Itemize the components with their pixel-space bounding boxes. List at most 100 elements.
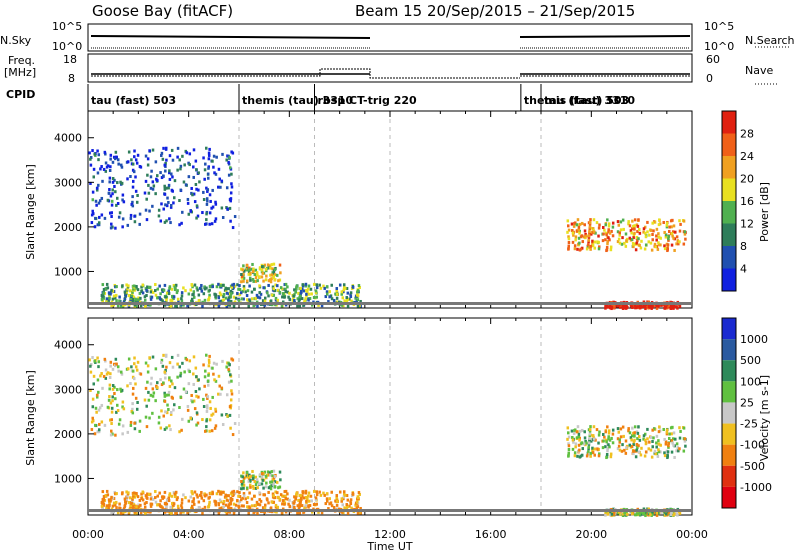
scatter-cell (608, 511, 612, 515)
scatter-cell (270, 263, 273, 267)
scatter-cell (266, 263, 270, 267)
scatter-cell (663, 454, 667, 458)
scatter-cell (276, 495, 280, 499)
scatter-cell (227, 505, 230, 509)
scatter-cell (648, 233, 651, 237)
scatter-cell (589, 232, 593, 236)
scatter-cell (652, 436, 655, 440)
scatter-cell (116, 196, 119, 200)
scatter-cell (145, 293, 148, 297)
scatter-cell (114, 226, 117, 230)
scatter-cell (634, 455, 638, 459)
scatter-cell (299, 497, 303, 501)
scatter-cell (345, 286, 349, 290)
scatter-cell (678, 511, 682, 515)
scatter-cell (248, 284, 251, 288)
scatter-cell (658, 425, 661, 429)
scatter-cell (242, 483, 246, 487)
scatter-cell (220, 179, 224, 183)
scatter-cell (180, 299, 184, 303)
scatter-cell (589, 439, 593, 443)
nsky-label: N.Sky (0, 34, 32, 47)
scatter-cell (662, 427, 665, 431)
scatter-cell (154, 399, 157, 403)
scatter-cell (298, 502, 301, 506)
scatter-cell (118, 506, 121, 510)
scatter-cell (566, 437, 569, 441)
scatter-cell (213, 219, 217, 223)
scatter-cell (195, 423, 198, 427)
colorbar-swatch (722, 318, 736, 340)
scatter-cell (653, 449, 657, 453)
scatter-cell (130, 365, 133, 369)
scatter-cell (208, 354, 211, 358)
scatter-cell (341, 503, 344, 507)
scatter-cell (244, 268, 247, 272)
colorbar-swatch (722, 423, 736, 445)
scatter-cell (168, 177, 172, 181)
scatter-cell (195, 394, 198, 398)
scatter-cell (192, 382, 195, 386)
scatter-cell (621, 218, 625, 222)
scatter-cell (170, 203, 173, 207)
scatter-cell (355, 500, 359, 504)
scatter-cell (165, 158, 168, 162)
scatter-cell (607, 429, 611, 433)
scatter-cell (138, 291, 142, 295)
scatter-cell (276, 505, 280, 509)
scatter-cell (266, 498, 269, 502)
scatter-cell (219, 284, 223, 288)
scatter-cell (180, 498, 184, 502)
scatter-cell (298, 501, 302, 505)
scatter-cell (651, 512, 654, 516)
scatter-cell (251, 262, 254, 266)
scatter-cell (258, 296, 262, 300)
scatter-cell (196, 288, 199, 292)
scatter-cell (120, 163, 123, 167)
scatter-cell (297, 507, 301, 511)
scatter-cell (611, 225, 615, 229)
scatter-cell (630, 227, 634, 231)
scatter-cell (665, 428, 669, 432)
scatter-cell (132, 296, 136, 300)
scatter-cell (667, 234, 670, 238)
scatter-cell (675, 449, 678, 453)
scatter-cell (618, 241, 622, 245)
scatter-cell (170, 506, 174, 510)
scatter-cell (159, 499, 162, 503)
scatter-cell (232, 502, 236, 506)
scatter-cell (161, 506, 164, 510)
scatter-cell (146, 380, 149, 384)
scatter-cell (315, 493, 319, 497)
scatter-cell (147, 191, 151, 195)
scatter-cell (662, 220, 665, 224)
scatter-cell (110, 288, 113, 292)
freq-unit: [MHz] (4, 66, 36, 79)
scatter-cell (306, 287, 310, 291)
scatter-cell (682, 242, 686, 246)
scatter-cell (349, 498, 353, 502)
scatter-cell (89, 181, 92, 185)
scatter-cell (262, 486, 265, 490)
scatter-cell (109, 226, 113, 230)
scatter-cell (632, 431, 635, 435)
scatter-cell (571, 240, 575, 244)
scatter-cell (234, 503, 238, 507)
scatter-cell (589, 221, 592, 225)
scatter-cell (151, 204, 154, 208)
scatter-cell (119, 304, 123, 308)
scatter-cell (275, 480, 279, 484)
scatter-cell (649, 305, 652, 309)
scatter-cell (168, 384, 172, 388)
scatter-cell (207, 157, 211, 161)
scatter-cell (204, 222, 207, 226)
scatter-cell (119, 180, 122, 184)
scatter-cell (304, 491, 308, 495)
colorbar-swatch (722, 133, 736, 156)
scatter-cell (325, 285, 329, 289)
scatter-cell (618, 233, 621, 237)
scatter-cell (630, 231, 633, 235)
scatter-cell (346, 511, 350, 515)
scatter-cell (206, 379, 210, 383)
scatter-cell (578, 429, 582, 433)
